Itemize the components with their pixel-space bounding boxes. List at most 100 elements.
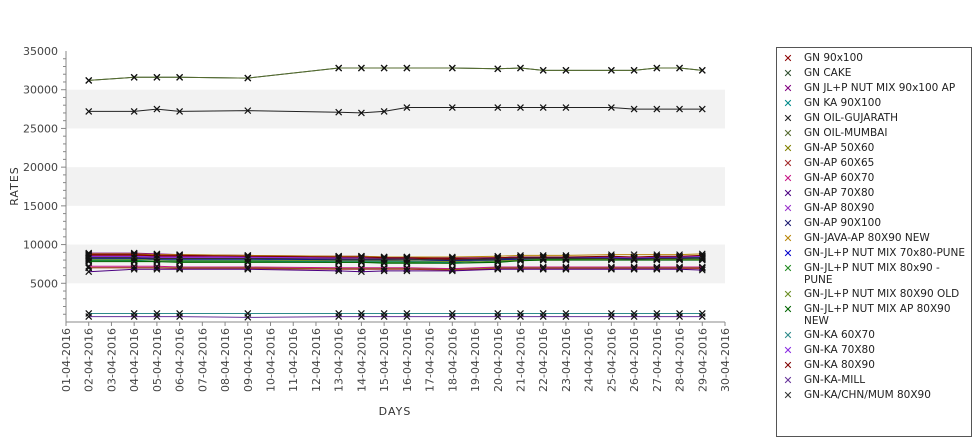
legend-marker-icon: ✕ bbox=[783, 142, 793, 155]
data-point bbox=[676, 265, 683, 273]
data-point bbox=[448, 310, 456, 317]
data-point bbox=[653, 310, 661, 317]
y-axis-title: RATES bbox=[8, 166, 21, 206]
data-point bbox=[176, 251, 184, 259]
data-point bbox=[130, 310, 138, 317]
legend-label: GN OIL-MUMBAI bbox=[804, 127, 888, 139]
data-point bbox=[403, 313, 411, 321]
data-point bbox=[357, 313, 365, 321]
data-point bbox=[130, 107, 138, 115]
legend-label: GN-AP 80X90 bbox=[804, 202, 875, 214]
grid-band bbox=[66, 167, 725, 206]
legend-item: ✕ GN-AP 70X80 bbox=[777, 185, 971, 200]
legend-marker-icon: ✕ bbox=[783, 97, 793, 110]
data-point bbox=[562, 104, 570, 111]
legend-label: GN-JL+P NUT MIX 80x90 - PUNE bbox=[804, 262, 940, 286]
data-point bbox=[85, 254, 93, 262]
series-layer bbox=[85, 64, 706, 321]
legend-item: ✕ GN-KA 70X80 bbox=[777, 342, 971, 357]
x-tick-label: 21-04-2016 bbox=[514, 328, 527, 392]
grid-band bbox=[66, 244, 725, 284]
data-point bbox=[85, 251, 93, 259]
data-point bbox=[335, 267, 343, 275]
data-point bbox=[335, 64, 343, 72]
series bbox=[85, 254, 706, 264]
legend-label: GN-JL+P NUT MIX AP 80X90 NEW bbox=[804, 303, 951, 327]
legend-label: GN-AP 50X60 bbox=[804, 142, 875, 154]
data-point bbox=[562, 66, 570, 74]
legend-label: GN-AP 90X100 bbox=[804, 217, 881, 229]
legend-marker-icon: ✕ bbox=[783, 82, 793, 95]
data-point bbox=[380, 310, 388, 317]
x-tick-label: 17-04-2016 bbox=[424, 328, 437, 392]
data-point bbox=[539, 265, 547, 273]
y-tick-label: 35000 bbox=[23, 45, 58, 58]
legend-item: ✕ GN-KA-MILL bbox=[777, 372, 971, 387]
legend-item: ✕ GN CAKE bbox=[777, 65, 971, 80]
data-point bbox=[130, 73, 138, 81]
x-tick-label: 14-04-2016 bbox=[355, 328, 368, 392]
series bbox=[85, 313, 706, 321]
legend-marker-icon: ✕ bbox=[783, 52, 793, 65]
x-tick-label: 16-04-2016 bbox=[401, 328, 414, 392]
legend-label: GN-KA-MILL bbox=[804, 374, 866, 386]
legend-label: GN CAKE bbox=[804, 67, 852, 79]
x-tick-label: 01-04-2016 bbox=[60, 328, 73, 392]
data-point bbox=[539, 310, 547, 317]
legend-label: GN OIL-GUJARATH bbox=[804, 112, 898, 124]
legend-label: GN JL+P NUT MIX 90x100 AP bbox=[804, 82, 956, 94]
data-point bbox=[676, 64, 683, 72]
y-tick-label: 25000 bbox=[23, 122, 58, 135]
x-tick-label: 27-04-2016 bbox=[651, 328, 664, 392]
data-point bbox=[357, 64, 365, 72]
data-point bbox=[403, 104, 411, 111]
data-point bbox=[335, 310, 343, 317]
data-point bbox=[153, 265, 161, 273]
x-tick-label: 24-04-2016 bbox=[583, 328, 596, 392]
data-point bbox=[698, 105, 706, 113]
legend-item: ✕ GN-JL+P NUT MIX AP 80X90 NEW bbox=[777, 301, 971, 327]
data-point bbox=[244, 255, 252, 262]
data-point bbox=[630, 105, 638, 113]
x-tick-label: 08-04-2016 bbox=[219, 328, 232, 392]
data-point bbox=[630, 265, 638, 273]
legend-marker-icon: ✕ bbox=[783, 232, 793, 245]
data-point bbox=[130, 251, 138, 259]
x-tick-label: 20-04-2016 bbox=[492, 328, 505, 392]
data-point bbox=[653, 255, 661, 262]
x-tick-label: 09-04-2016 bbox=[242, 328, 255, 392]
data-point bbox=[517, 104, 524, 111]
data-point bbox=[357, 268, 365, 276]
data-point bbox=[153, 313, 161, 321]
data-point bbox=[494, 255, 502, 263]
data-point bbox=[176, 107, 184, 115]
data-point bbox=[517, 64, 524, 72]
x-tick-label: 23-04-2016 bbox=[560, 328, 573, 392]
x-tick-label: 26-04-2016 bbox=[628, 328, 641, 392]
legend-label: GN-AP 60X70 bbox=[804, 172, 875, 184]
data-point bbox=[607, 104, 615, 111]
data-point bbox=[539, 104, 547, 111]
x-tick-label: 12-04-2016 bbox=[310, 328, 323, 392]
x-tick-label: 06-04-2016 bbox=[174, 328, 187, 392]
data-point bbox=[85, 310, 93, 317]
legend-label: GN 90x100 bbox=[804, 52, 863, 64]
data-point bbox=[176, 255, 184, 262]
data-point bbox=[244, 74, 252, 82]
legend-item: ✕ GN-KA/CHN/MUM 80X90 bbox=[777, 387, 971, 402]
data-point bbox=[176, 73, 184, 81]
legend-marker-icon: ✕ bbox=[783, 112, 793, 125]
data-point bbox=[698, 266, 706, 274]
x-tick-label: 13-04-2016 bbox=[333, 328, 346, 392]
legend-item: ✕ GN 90x100 bbox=[777, 48, 971, 65]
data-point bbox=[517, 255, 524, 262]
x-tick-label: 25-04-2016 bbox=[605, 328, 618, 392]
data-point bbox=[380, 107, 388, 115]
data-point bbox=[607, 310, 615, 317]
data-point bbox=[85, 268, 93, 276]
y-tick-label: 30000 bbox=[23, 84, 58, 97]
x-axis-title: DAYS bbox=[379, 405, 412, 418]
data-point bbox=[153, 255, 161, 262]
series bbox=[85, 104, 706, 117]
legend-marker-icon: ✕ bbox=[783, 157, 793, 170]
